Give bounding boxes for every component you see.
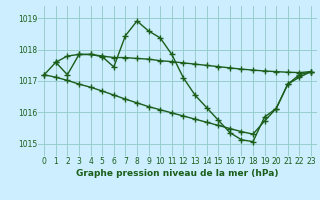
- X-axis label: Graphe pression niveau de la mer (hPa): Graphe pression niveau de la mer (hPa): [76, 169, 279, 178]
